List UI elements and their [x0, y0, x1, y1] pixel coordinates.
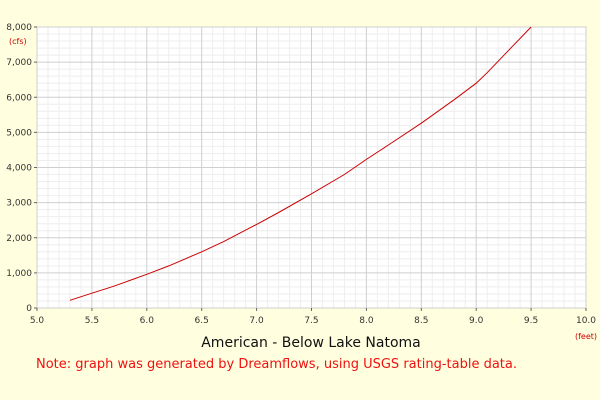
y-tick-label: 2,000: [6, 234, 32, 244]
y-tick-label: 7,000: [6, 58, 32, 68]
x-tick-label: 6.5: [195, 316, 209, 326]
x-tick-label: 7.0: [249, 316, 264, 326]
x-axis-ticks: 5.0 5.5 6.0 6.5 7.0 7.5 8.0 8.5 9.0 9.5 10.0: [30, 308, 596, 326]
footnote: Note: graph was generated by Dreamflows,…: [36, 357, 517, 372]
x-tick-label: 6.0: [140, 316, 155, 326]
y-tick-label: 6,000: [6, 93, 32, 103]
y-tick-label: 1,000: [6, 269, 32, 279]
x-tick-label: 9.5: [524, 316, 538, 326]
x-unit-label: (feet): [575, 332, 597, 341]
x-tick-label: 9.0: [469, 316, 484, 326]
y-tick-label: 8,000: [6, 23, 32, 33]
x-tick-label: 8.0: [359, 316, 374, 326]
x-tick-label: 8.5: [414, 316, 428, 326]
y-tick-label: 4,000: [6, 164, 32, 174]
rating-curve-line: [69, 26, 532, 301]
x-tick-label: 7.5: [304, 316, 318, 326]
x-tick-label: 5.0: [30, 316, 45, 326]
x-tick-label: 10.0: [576, 316, 596, 326]
y-axis-ticks: 0 1,000 2,000 3,000 4,000 5,000 6,000 7,000 8,00…: [6, 23, 37, 314]
x-axis-title: American - Below Lake Natoma: [201, 335, 421, 351]
x-tick-label: 5.5: [85, 316, 99, 326]
y-tick-label: 5,000: [6, 128, 32, 138]
y-unit-label: (cfs): [9, 37, 27, 46]
y-tick-label: 0: [26, 304, 32, 314]
y-tick-label: 3,000: [6, 199, 32, 209]
